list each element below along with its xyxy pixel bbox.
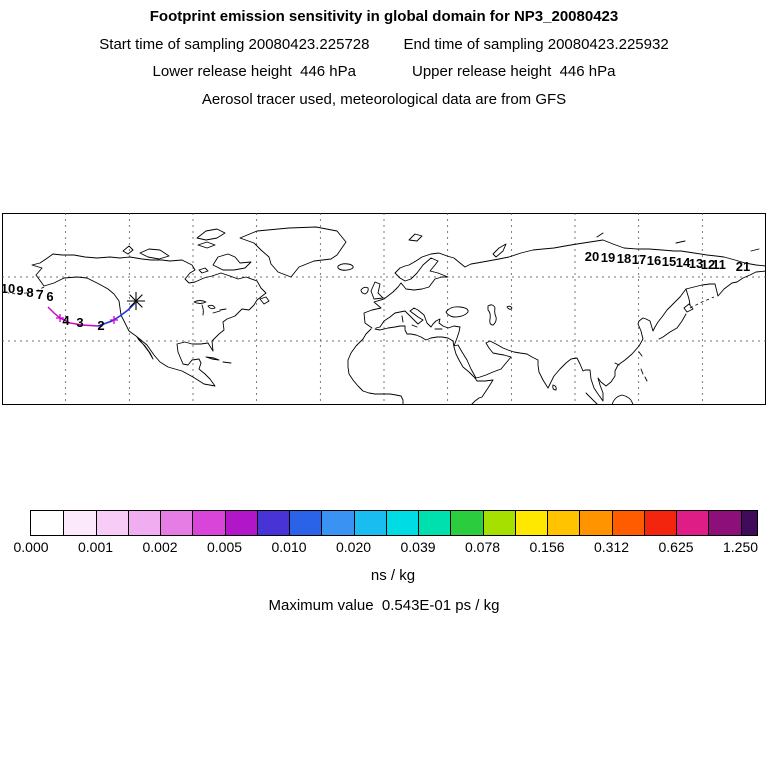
colorbar-tick-label: 1.250 xyxy=(722,539,759,555)
colorbar-bar xyxy=(30,510,758,536)
colorbar-segment xyxy=(482,511,515,535)
coastline-iceland xyxy=(337,263,354,271)
tracer-info-line: Aerosol tracer used, meteorological data… xyxy=(201,91,567,108)
trajectory-hour-label: 12 xyxy=(701,257,715,272)
colorbar-segment xyxy=(160,511,193,535)
coastline-eurasia-north xyxy=(363,239,766,329)
upper-release-text: Upper release height 446 hPa xyxy=(412,63,616,80)
coastline-africa xyxy=(347,325,494,405)
inland-seas xyxy=(445,304,513,326)
trajectory-hour-label: 19 xyxy=(601,250,615,265)
trajectory xyxy=(47,302,136,327)
coastline-svalbard xyxy=(408,233,423,242)
colorbar-segment xyxy=(450,511,483,535)
colorbar-segment xyxy=(611,511,644,535)
trajectory-hour-label: 9 xyxy=(16,283,23,298)
colorbar-segment xyxy=(418,511,451,535)
coastline-arctic-islands xyxy=(122,228,252,274)
colorbar-segment xyxy=(514,511,547,535)
trajectory-hour-label: 21 xyxy=(736,259,750,274)
trajectory-hour-label: 20 xyxy=(585,249,599,264)
start-time-text: Start time of sampling 20080423.225728 xyxy=(99,36,370,53)
russian-arctic-islands xyxy=(492,232,760,258)
east-asian-islands xyxy=(552,288,694,405)
colorbar-segment xyxy=(353,511,386,535)
trajectory-hour-label: 6 xyxy=(46,289,53,304)
colorbar-segment xyxy=(385,511,418,535)
colorbar-segment xyxy=(289,511,322,535)
coastline-greenland xyxy=(239,226,347,278)
trajectory-hour-label: 11 xyxy=(712,257,726,272)
colorbar-segment xyxy=(643,511,676,535)
island-chains xyxy=(7,286,715,309)
colorbar-tick-label: 0.001 xyxy=(77,539,114,555)
colorbar-tick-label: 0.005 xyxy=(206,539,243,555)
trajectory-hour-label: 3 xyxy=(76,315,83,330)
colorbar-segment xyxy=(708,511,741,535)
trajectory-hour-label: 2 xyxy=(97,318,104,333)
colorbar-segment xyxy=(192,511,225,535)
trajectory-hour-label: 7 xyxy=(36,287,43,302)
colorbar-segment xyxy=(127,511,160,535)
coastline-british-isles xyxy=(360,281,384,300)
colorbar-units: ns / kg xyxy=(370,567,416,584)
colorbar-tick-label: 0.039 xyxy=(400,539,436,555)
release-heights-line: Lower release height 446 hPa Upper relea… xyxy=(0,63,768,80)
colorbar-tick-label: 0.312 xyxy=(593,539,630,555)
trajectory-hour-label: 16 xyxy=(647,253,661,268)
max-value-text: Maximum value 0.543E-01 ps / kg xyxy=(268,597,500,614)
colorbar-tick-label: 0.010 xyxy=(271,539,307,555)
trajectory-hour-label: 10 xyxy=(2,281,15,296)
trajectory-hour-label: 17 xyxy=(632,252,646,267)
colorbar-segment xyxy=(579,511,612,535)
colorbar-over-segment xyxy=(740,511,757,535)
graticule xyxy=(2,213,766,405)
end-time-text: End time of sampling 20080423.225932 xyxy=(403,36,669,53)
trajectory-hour-label: 13 xyxy=(689,256,703,271)
release-marker xyxy=(127,292,145,310)
colorbar-segment xyxy=(256,511,289,535)
colorbar-tick-label: 0.078 xyxy=(464,539,501,555)
coastline-newfoundland xyxy=(259,296,270,305)
colorbar-segment xyxy=(547,511,580,535)
colorbar-segment xyxy=(31,511,64,535)
colorbar-segment xyxy=(321,511,354,535)
plot-title: Footprint emission sensitivity in global… xyxy=(149,8,619,25)
trajectory-hour-label: 8 xyxy=(26,285,33,300)
coastline-eurasia-south xyxy=(375,270,766,402)
coastline-north-america xyxy=(31,253,267,387)
great-lakes xyxy=(193,300,227,316)
mediterranean-islands xyxy=(401,315,443,330)
trajectory-hour-label: 4 xyxy=(62,313,70,328)
colorbar-segment xyxy=(676,511,709,535)
trajectory-hour-label: 15 xyxy=(662,254,676,269)
colorbar-segment xyxy=(63,511,96,535)
coastlines xyxy=(7,226,766,405)
colorbar-segment xyxy=(224,511,257,535)
trajectory-hour-label: 18 xyxy=(617,251,631,266)
coastline-baja xyxy=(136,336,154,360)
coastline-caribbean xyxy=(205,356,232,364)
colorbar-tick-label: 0.002 xyxy=(142,539,178,555)
colorbar-tick-label: 0.000 xyxy=(13,539,49,555)
sampling-times-line: Start time of sampling 20080423.225728 E… xyxy=(0,36,768,53)
lower-release-text: Lower release height 446 hPa xyxy=(152,63,356,80)
colorbar-tick-label: 0.020 xyxy=(335,539,372,555)
colorbar-tick-label: 0.156 xyxy=(529,539,565,555)
trajectory-hour-label: 14 xyxy=(676,255,691,270)
colorbar-segment xyxy=(95,511,128,535)
colorbar-tick-label: 0.625 xyxy=(658,539,694,555)
